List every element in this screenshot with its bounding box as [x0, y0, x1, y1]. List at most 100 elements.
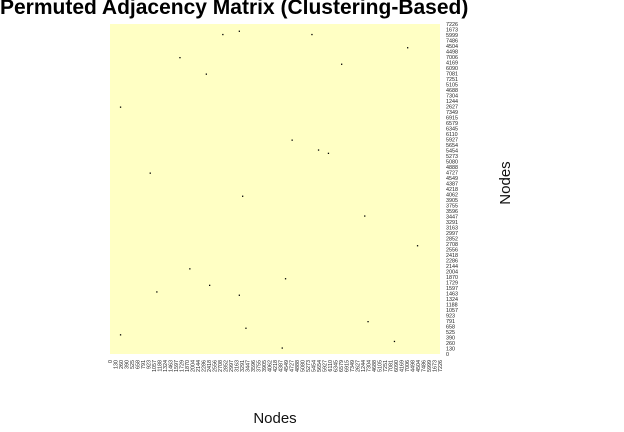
edge-mark	[238, 294, 240, 296]
x-tick-label: 6090	[394, 360, 400, 372]
x-tick-label: 4888	[295, 360, 301, 372]
x-tick-label: 923	[147, 360, 153, 369]
edge-mark	[367, 321, 369, 323]
x-tick-label: 4727	[290, 360, 296, 372]
x-tick-label: 2627	[356, 360, 362, 372]
edge-mark	[149, 172, 151, 174]
y-tick-label: 5654	[446, 143, 458, 149]
y-tick-label: 4498	[446, 50, 458, 56]
x-tick-label: 2852	[224, 360, 230, 372]
x-tick-label: 130	[114, 360, 120, 369]
y-tick-label: 3291	[446, 220, 458, 226]
y-tick-label: 7486	[446, 39, 458, 45]
x-tick-label: 260	[119, 360, 125, 369]
y-tick-label: 130	[446, 347, 455, 353]
y-tick-label: 6915	[446, 116, 458, 122]
edge-mark	[311, 33, 313, 36]
y-tick-label: 0	[446, 352, 449, 358]
x-tick-label: 1729	[180, 360, 186, 372]
edge-mark	[238, 30, 240, 32]
x-tick-label: 2997	[229, 360, 235, 372]
edge-mark	[179, 57, 181, 59]
y-tick-label: 658	[446, 325, 455, 331]
y-tick-label: 791	[446, 319, 455, 325]
y-tick-labels: 0130260390525658791923105711881324146315…	[446, 22, 458, 358]
y-tick-label: 6579	[446, 121, 458, 127]
x-tick-label: 7486	[422, 360, 428, 372]
y-tick-label: 3596	[446, 209, 458, 215]
y-tick-label: 7349	[446, 110, 458, 116]
edge-mark	[119, 106, 122, 108]
y-tick-label: 5999	[446, 33, 458, 39]
x-tick-label: 7304	[367, 360, 373, 372]
x-tick-label: 791	[141, 360, 147, 369]
edge-marks	[119, 30, 419, 349]
y-tick-label: 7251	[446, 77, 458, 83]
x-tick-label: 3163	[235, 360, 241, 372]
y-tick-label: 7226	[446, 22, 458, 28]
y-tick-label: 2997	[446, 231, 458, 237]
y-tick-label: 1057	[446, 308, 458, 314]
y-tick-label: 4387	[446, 182, 458, 188]
y-tick-label: 3447	[446, 215, 458, 221]
edge-mark	[156, 291, 158, 293]
y-tick-label: 4549	[446, 176, 458, 182]
y-tick-label: 2286	[446, 259, 458, 265]
y-tick-label: 7081	[446, 72, 458, 78]
y-tick-label: 4504	[446, 44, 458, 50]
edge-mark	[119, 334, 122, 336]
y-tick-label: 5454	[446, 149, 458, 155]
y-tick-label: 1870	[446, 275, 458, 281]
x-tick-label: 2418	[207, 360, 213, 372]
x-tick-label: 3755	[257, 360, 263, 372]
y-tick-label: 525	[446, 330, 455, 336]
edge-mark	[327, 152, 330, 154]
y-tick-label: 6345	[446, 127, 458, 133]
x-tick-label: 7081	[389, 360, 395, 372]
x-tick-label: 6915	[345, 360, 351, 372]
y-tick-label: 3905	[446, 198, 458, 204]
x-tick-label: 3447	[246, 360, 252, 372]
x-tick-label: 6110	[328, 360, 334, 372]
x-tick-label: 390	[125, 360, 131, 369]
edge-mark	[222, 33, 224, 36]
y-tick-label: 923	[446, 314, 455, 320]
x-tick-label: 4688	[372, 360, 378, 372]
x-tick-label: 2708	[218, 360, 224, 372]
y-tick-label: 5927	[446, 138, 458, 144]
y-tick-label: 6110	[446, 132, 458, 138]
chart-title: Permuted Adjacency Matrix (Clustering-Ba…	[0, 0, 469, 19]
x-tick-label: 7006	[405, 360, 411, 372]
edge-mark	[364, 215, 366, 217]
y-tick-label: 5105	[446, 83, 458, 89]
edge-mark	[189, 268, 191, 270]
x-tick-label: 3596	[251, 360, 257, 372]
x-tick-label: 2556	[213, 360, 219, 372]
x-tick-label: 4218	[273, 360, 279, 372]
x-tick-label: 2144	[196, 360, 202, 372]
x-tick-label: 1597	[174, 360, 180, 372]
x-tick-label: 4062	[268, 360, 274, 372]
x-tick-label: 5105	[378, 360, 384, 372]
x-tick-label: 6579	[339, 360, 345, 372]
y-tick-label: 7006	[446, 55, 458, 61]
y-tick-label: 3755	[446, 204, 458, 210]
x-tick-label: 5654	[317, 360, 323, 372]
y-axis-label: Nodes	[497, 161, 514, 205]
x-tick-label: 1673	[433, 360, 439, 372]
x-tick-label: 5454	[312, 360, 318, 372]
y-tick-label: 7304	[446, 94, 458, 100]
y-tick-label: 4062	[446, 193, 458, 199]
x-tick-label: 1463	[169, 360, 175, 372]
x-tick-label: 5080	[301, 360, 307, 372]
y-tick-label: 2627	[446, 105, 458, 111]
edge-mark	[393, 340, 396, 343]
x-tick-label: 4504	[416, 360, 422, 372]
y-tick-label: 1463	[446, 292, 458, 298]
x-tick-label: 4387	[279, 360, 285, 372]
x-tick-label: 4498	[411, 360, 417, 372]
edge-mark	[205, 73, 207, 75]
x-tick-label: 3291	[240, 360, 246, 372]
y-tick-label: 1729	[446, 281, 458, 287]
y-tick-label: 2004	[446, 270, 458, 276]
